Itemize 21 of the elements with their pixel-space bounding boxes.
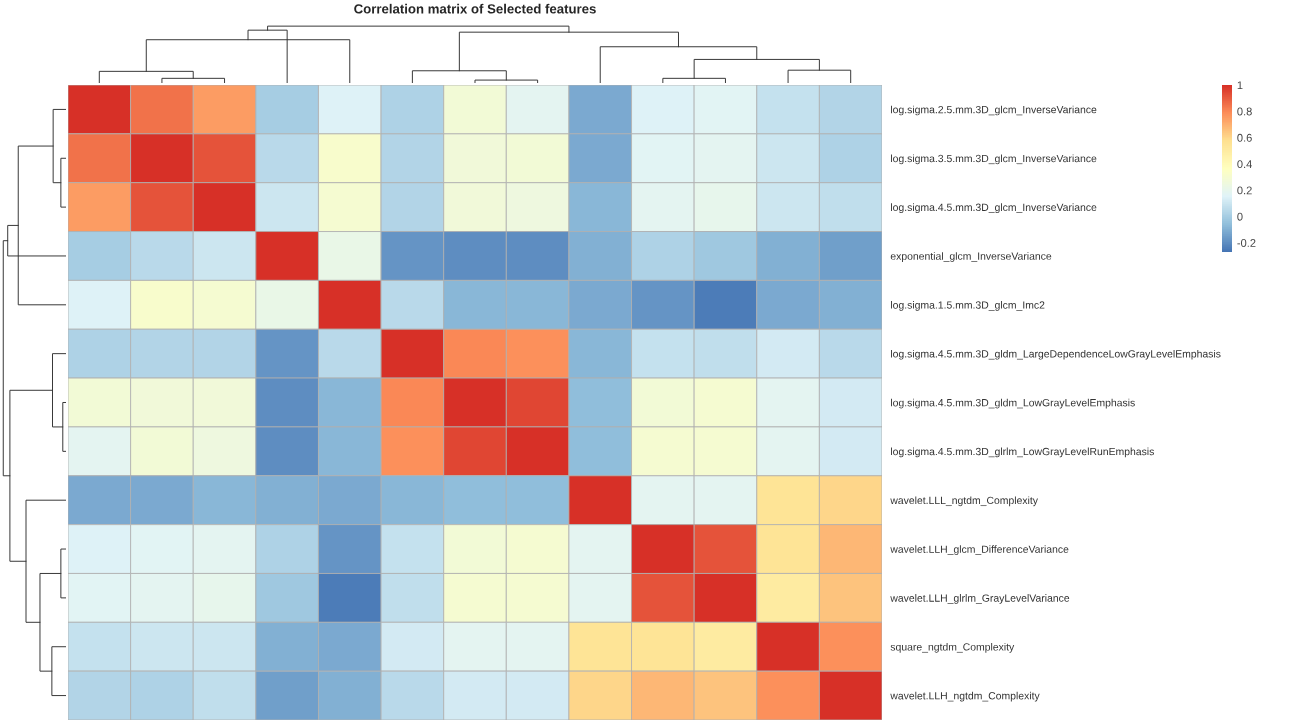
color-bar-label: 0 <box>1237 212 1243 221</box>
y-tick-label: exponential_glcm_InverseVariance <box>890 252 1052 262</box>
y-tick-label: log.sigma.4.5.mm.3D_gldm_LowGrayLevelEmphasis <box>891 398 1135 409</box>
color-bar-label: 1 <box>1237 81 1243 90</box>
y-tick-label: log.sigma.2.5.mm.3D_glcm_InverseVariance <box>891 105 1097 116</box>
y-tick-label: wavelet.LLL_ngtdm_Complexity <box>890 496 1038 507</box>
y-tick-label: log.sigma.1.5.mm.3D_glcm_Imc2 <box>891 301 1045 311</box>
y-tick-label: square_ngtdm_Complexity <box>890 642 1015 653</box>
y-tick-label: wavelet.LLH_ngtdm_Complexity <box>890 691 1040 702</box>
color-bar-label: 0.8 <box>1237 107 1252 116</box>
color-bar-label: -0.2 <box>1237 239 1256 247</box>
y-tick-label: wavelet.LLH_glrlm_GrayLevelVariance <box>890 594 1070 604</box>
color-bar-label: 0.4 <box>1237 160 1252 169</box>
chart-title: Correlation matrix of Selected features <box>354 3 596 14</box>
y-tick-label: log.sigma.3.5.mm.3D_glcm_InverseVariance <box>891 154 1097 165</box>
y-tick-label: wavelet.LLH_glcm_DifferenceVariance <box>890 545 1069 555</box>
color-bar-label: 0.2 <box>1237 186 1252 195</box>
y-tick-label: log.sigma.4.5.mm.3D_gldm_LargeDependenceLowGrayLevelEmphasis <box>891 349 1221 360</box>
y-tick-label: log.sigma.4.5.mm.3D_glcm_InverseVariance <box>891 203 1097 214</box>
y-tick-label: log.sigma.4.5.mm.3D_glrlm_LowGrayLevelRunEmphasis <box>891 447 1154 458</box>
color-bar-label: 0.6 <box>1237 133 1252 142</box>
